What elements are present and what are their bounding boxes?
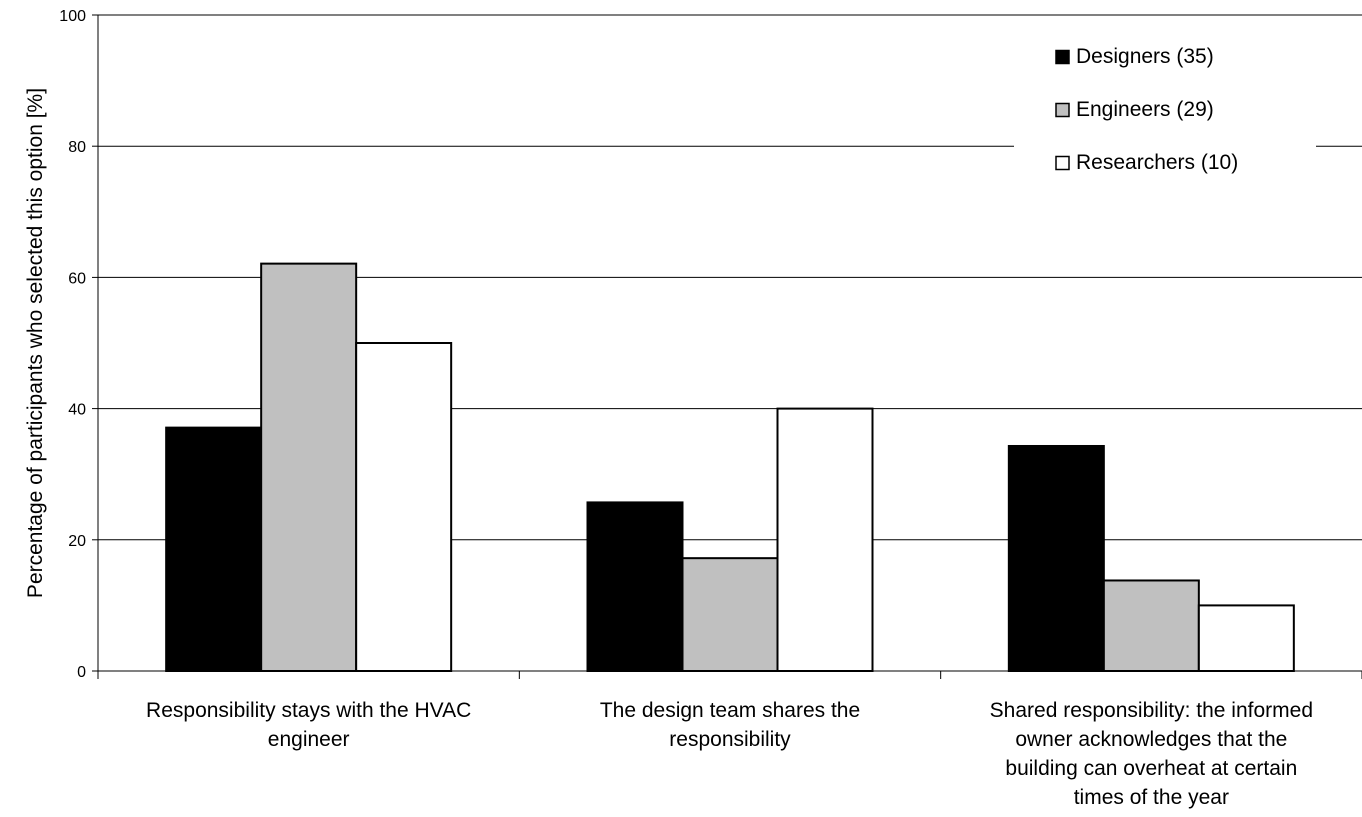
legend-swatch — [1055, 49, 1070, 65]
bar-engineers — [260, 262, 358, 672]
bar-engineers — [681, 557, 779, 673]
y-tick-label: 0 — [77, 664, 86, 681]
legend-swatch — [1055, 102, 1070, 118]
legend-label: Designers (35) — [1076, 45, 1214, 68]
y-tick-labels: 0 20 40 60 80 100 — [59, 8, 86, 681]
bar-designers — [165, 426, 263, 672]
y-axis-label: Percentage of participants who selected … — [24, 88, 47, 598]
y-tick-label: 20 — [68, 533, 86, 550]
bar-researchers — [776, 407, 874, 672]
bars — [165, 262, 1295, 673]
y-tick-label: 80 — [68, 139, 86, 156]
bar-designers — [1007, 444, 1105, 672]
x-category-label: The design team shares the responsibility — [600, 699, 860, 751]
legend: Designers (35) Engineers (29) Researchers … — [1014, 38, 1316, 196]
bar-designers — [586, 501, 684, 672]
bar-researchers — [1197, 604, 1295, 673]
bar-engineers — [1102, 579, 1200, 672]
y-tick-label: 40 — [68, 402, 86, 419]
x-category-label: Responsibility stays with the HVAC engine… — [146, 699, 471, 751]
y-tick-label: 60 — [68, 270, 86, 287]
legend-label: Engineers (29) — [1076, 98, 1214, 121]
y-tick-label: 100 — [59, 8, 86, 25]
axes — [92, 14, 1362, 679]
legend-swatch — [1055, 155, 1070, 171]
bar-researchers — [355, 342, 453, 672]
x-category-label: Shared responsibility: the informed owner… — [990, 699, 1313, 809]
legend-label: Researchers (10) — [1076, 151, 1238, 174]
x-category-labels: Responsibility stays with the HVAC engine… — [146, 699, 1313, 809]
